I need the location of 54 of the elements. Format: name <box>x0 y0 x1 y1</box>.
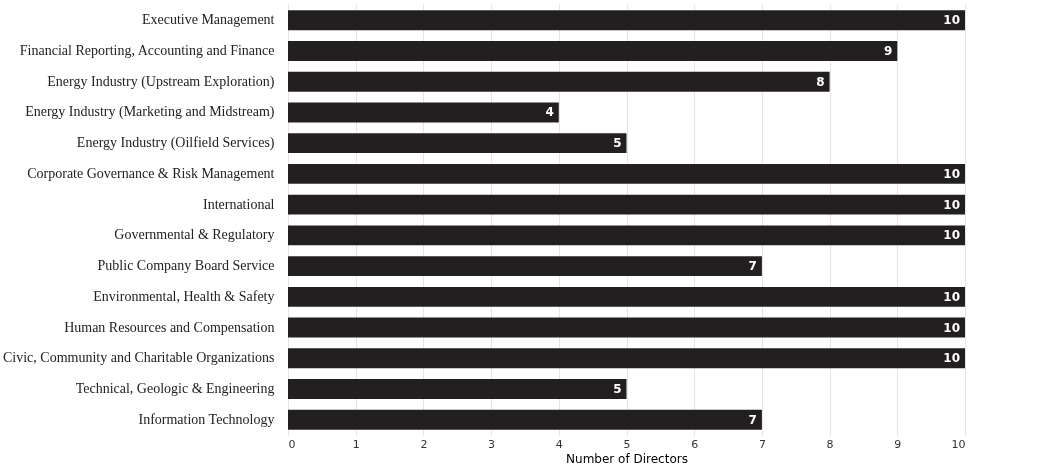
bar <box>288 102 559 123</box>
bar <box>288 348 965 369</box>
y-tick-label: Public Company Board Service <box>97 258 275 274</box>
x-tick-label: 3 <box>488 437 496 451</box>
data-label: 5 <box>613 382 622 397</box>
x-axis-title: Number of Directors <box>566 451 688 466</box>
x-tick-label: 0 <box>288 437 296 451</box>
data-label: 10 <box>943 228 960 243</box>
bar <box>288 194 965 215</box>
x-tick-label: 7 <box>758 437 766 451</box>
data-label: 10 <box>943 351 960 366</box>
x-tick-label: 9 <box>894 437 902 451</box>
bar <box>288 379 627 400</box>
data-label: 8 <box>816 74 825 89</box>
bar <box>288 71 830 92</box>
x-tick-label: 10 <box>951 437 966 451</box>
y-tick-label: Energy Industry (Upstream Exploration) <box>47 73 275 90</box>
bar <box>288 163 965 184</box>
x-tick-label: 8 <box>826 437 834 451</box>
bar <box>288 286 965 307</box>
x-tick-label: 6 <box>691 437 699 451</box>
bar <box>288 225 965 246</box>
x-tick-label: 2 <box>420 437 428 451</box>
bar <box>288 256 762 277</box>
data-label: 7 <box>748 412 757 427</box>
y-tick-label: Financial Reporting, Accounting and Finance <box>19 42 275 58</box>
data-label: 10 <box>943 320 960 335</box>
bar <box>288 10 965 31</box>
y-tick-label: Corporate Governance & Risk Management <box>27 165 275 181</box>
data-label: 10 <box>943 197 960 212</box>
data-label: 7 <box>748 259 757 274</box>
y-tick-label: Energy Industry (Oilfield Services) <box>76 135 275 152</box>
y-tick-label: Human Resources and Compensation <box>64 319 275 335</box>
x-tick-label: 5 <box>623 437 631 451</box>
x-tick-label: 4 <box>555 437 563 451</box>
data-label: 10 <box>943 166 960 181</box>
y-tick-label: Environmental, Health & Safety <box>93 288 275 304</box>
data-label: 5 <box>613 136 622 151</box>
y-tick-label: Executive Management <box>141 12 275 28</box>
bar <box>288 40 898 61</box>
bar <box>288 317 965 338</box>
data-label: 10 <box>943 13 960 28</box>
y-tick-label: Technical, Geologic & Engineering <box>75 381 275 397</box>
data-label: 9 <box>883 43 893 58</box>
data-label: 10 <box>943 289 960 304</box>
bar <box>288 133 627 154</box>
y-tick-label: Governmental & Regulatory <box>114 227 275 243</box>
y-tick-label: Energy Industry (Marketing and Midstream) <box>25 104 275 121</box>
y-tick-label: International <box>202 196 275 212</box>
y-tick-label: Information Technology <box>138 411 275 427</box>
y-tick-label: Civic, Community and Charitable Organizations <box>2 350 275 366</box>
bar <box>288 409 762 430</box>
x-tick-label: 1 <box>352 437 360 451</box>
data-label: 4 <box>545 105 554 120</box>
